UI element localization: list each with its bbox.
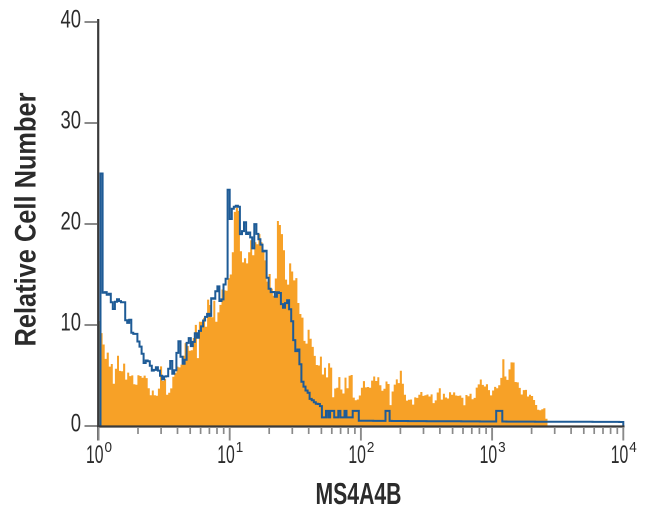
svg-text:10: 10 bbox=[86, 441, 104, 469]
svg-text:0: 0 bbox=[71, 410, 81, 438]
svg-text:10: 10 bbox=[348, 441, 366, 469]
svg-text:1: 1 bbox=[236, 439, 244, 456]
svg-text:10: 10 bbox=[611, 441, 629, 469]
svg-text:2: 2 bbox=[367, 439, 375, 456]
svg-text:10: 10 bbox=[61, 309, 82, 337]
svg-text:40: 40 bbox=[61, 6, 82, 34]
svg-text:10: 10 bbox=[480, 441, 498, 469]
svg-text:10: 10 bbox=[217, 441, 235, 469]
svg-text:3: 3 bbox=[498, 439, 506, 456]
svg-text:20: 20 bbox=[61, 208, 82, 236]
svg-text:Relative Cell Number: Relative Cell Number bbox=[10, 92, 43, 346]
svg-text:30: 30 bbox=[61, 107, 82, 135]
svg-text:4: 4 bbox=[629, 439, 637, 456]
svg-text:0: 0 bbox=[105, 439, 113, 456]
svg-text:MS4A4B: MS4A4B bbox=[316, 477, 402, 511]
